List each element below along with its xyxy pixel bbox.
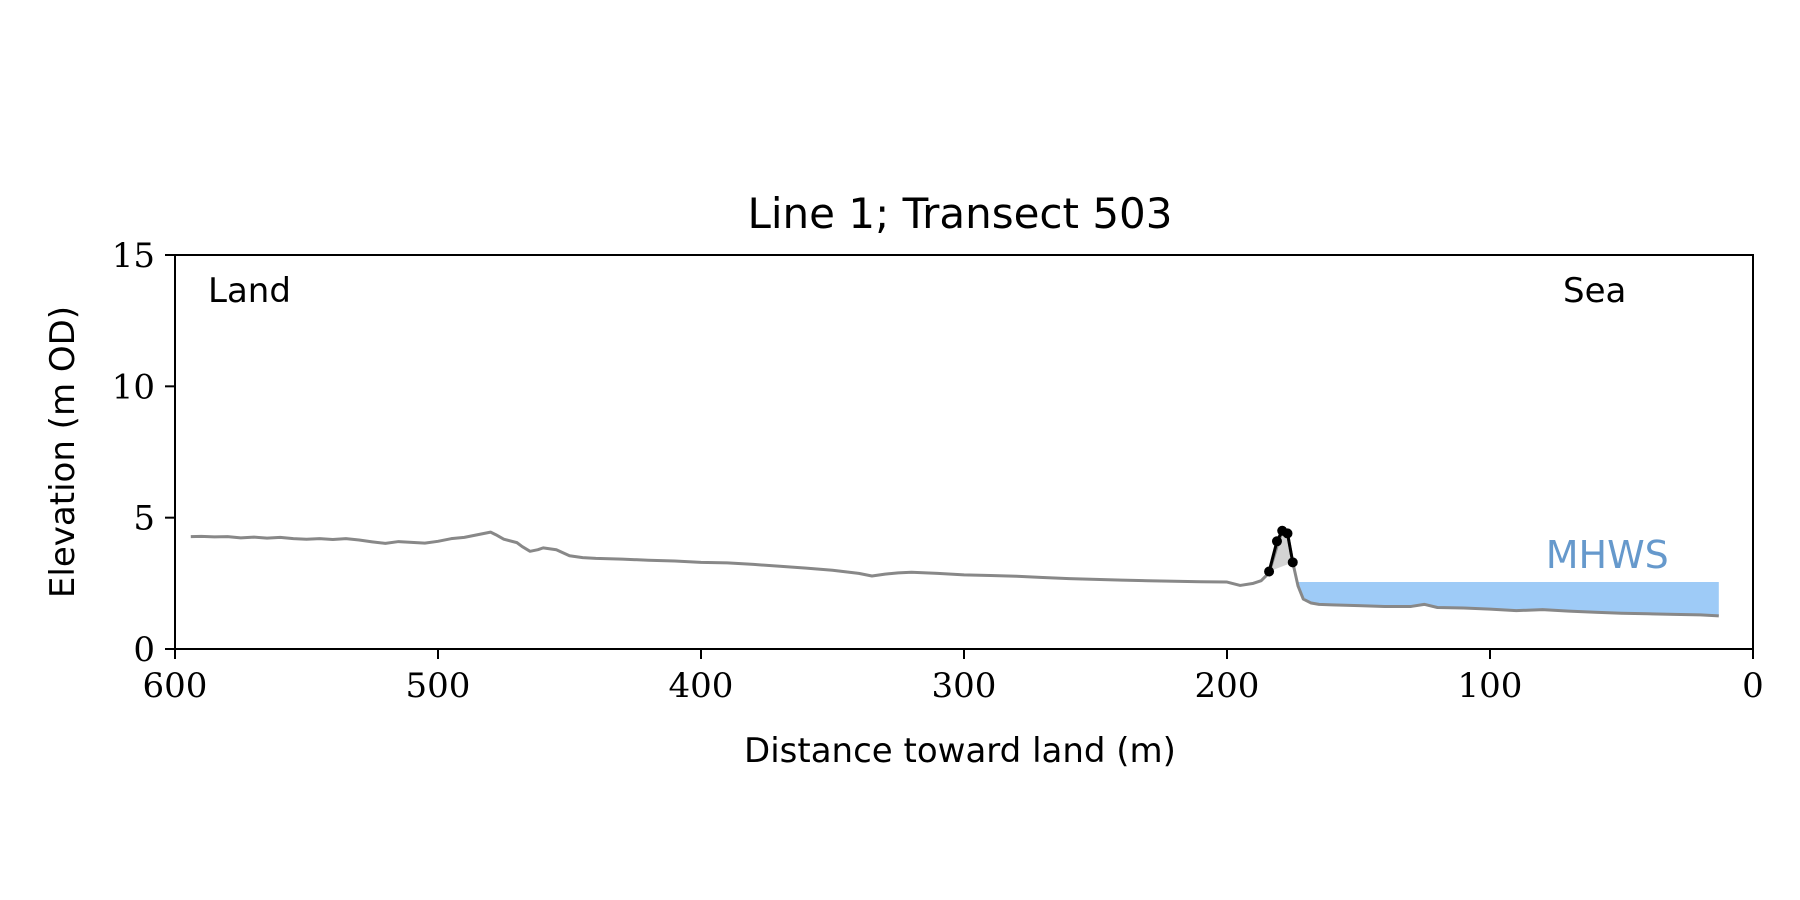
x-tick-label: 200: [1195, 666, 1260, 706]
mhws-band: [1298, 582, 1719, 616]
x-tick-label: 0: [1742, 666, 1764, 706]
dune-point: [1264, 566, 1275, 577]
x-tick-label: 500: [406, 666, 471, 706]
y-tick-label: 10: [112, 367, 155, 407]
x-tick-label: 400: [669, 666, 734, 706]
y-tick-label: 0: [133, 630, 155, 670]
dune-point: [1282, 528, 1293, 539]
x-tick-label: 300: [932, 666, 997, 706]
x-tick-label: 600: [143, 666, 208, 706]
y-axis-label: Elevation (m OD): [43, 306, 83, 598]
x-axis-label: Distance toward land (m): [744, 731, 1176, 771]
profile-line: [190, 529, 1719, 618]
x-axis-ticks: 600 500 400 300 200 100 0: [143, 649, 1764, 706]
plot-area: MHWS: [190, 525, 1719, 618]
mhws-label: MHWS: [1546, 533, 1669, 577]
y-tick-label: 15: [112, 236, 155, 276]
x-tick-label: 100: [1458, 666, 1523, 706]
chart-title: Line 1; Transect 503: [747, 189, 1172, 238]
dune-fill: [1269, 530, 1293, 572]
dune-point: [1271, 536, 1282, 547]
sea-annotation: Sea: [1563, 271, 1626, 311]
y-tick-label: 5: [133, 499, 155, 539]
dune-point: [1287, 557, 1298, 568]
land-annotation: Land: [208, 271, 291, 311]
y-axis-ticks: 0 5 10 15: [112, 236, 175, 670]
